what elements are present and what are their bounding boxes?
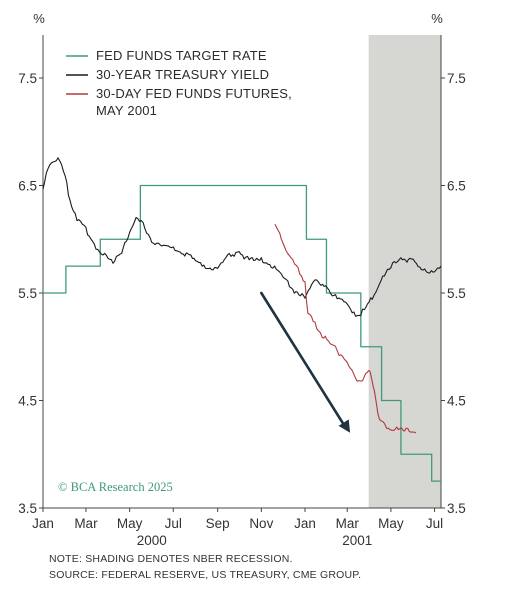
legend-label: MAY 2001 bbox=[96, 103, 157, 118]
y-tick-label-right: 6.5 bbox=[447, 179, 466, 194]
x-tick-label: Nov bbox=[249, 516, 273, 531]
y-tick-label-left: 5.5 bbox=[18, 286, 37, 301]
y-tick-label-right: 3.5 bbox=[447, 501, 466, 516]
x-tick-label: Mar bbox=[74, 516, 98, 531]
trend-arrow-shaft bbox=[260, 291, 347, 429]
y-tick-label-left: 6.5 bbox=[18, 179, 37, 194]
y-tick-label-left: 3.5 bbox=[18, 501, 37, 516]
x-tick-label: Jan bbox=[294, 516, 316, 531]
x-year-label: 2000 bbox=[137, 533, 167, 548]
y-tick-label-right: 7.5 bbox=[447, 71, 466, 86]
y-tick-label-right: 4.5 bbox=[447, 394, 466, 409]
x-tick-label: Jul bbox=[426, 516, 443, 531]
watermark: © BCA Research 2025 bbox=[58, 480, 173, 494]
legend-label: FED FUNDS TARGET RATE bbox=[96, 48, 267, 63]
x-year-label: 2001 bbox=[342, 533, 372, 548]
series-line-fed-funds-target-rate bbox=[43, 184, 441, 482]
x-tick-label: Jan bbox=[32, 516, 54, 531]
series-line-30-day-fed-funds-futures-may-2001 bbox=[274, 223, 417, 434]
x-tick-label: Jul bbox=[165, 516, 182, 531]
y-unit-left: % bbox=[33, 11, 45, 26]
y-tick-label-right: 5.5 bbox=[447, 286, 466, 301]
y-unit-right: % bbox=[431, 11, 443, 26]
series-line-30-year-treasury-yield bbox=[42, 157, 442, 317]
recession-shading bbox=[368, 35, 441, 508]
x-tick-label: Sep bbox=[206, 516, 230, 531]
x-tick-label: May bbox=[378, 516, 404, 531]
x-tick-label: Mar bbox=[336, 516, 360, 531]
x-tick-label: May bbox=[117, 516, 143, 531]
legend-label: 30-YEAR TREASURY YIELD bbox=[96, 67, 269, 82]
note-shading: NOTE: SHADING DENOTES NBER RECESSION. bbox=[49, 553, 293, 565]
trend-arrow-head bbox=[338, 419, 351, 433]
note-source: SOURCE: FEDERAL RESERVE, US TREASURY, CM… bbox=[49, 569, 362, 581]
y-tick-label-left: 7.5 bbox=[18, 71, 37, 86]
y-tick-label-left: 4.5 bbox=[18, 394, 37, 409]
legend-label: 30-DAY FED FUNDS FUTURES, bbox=[96, 86, 292, 101]
